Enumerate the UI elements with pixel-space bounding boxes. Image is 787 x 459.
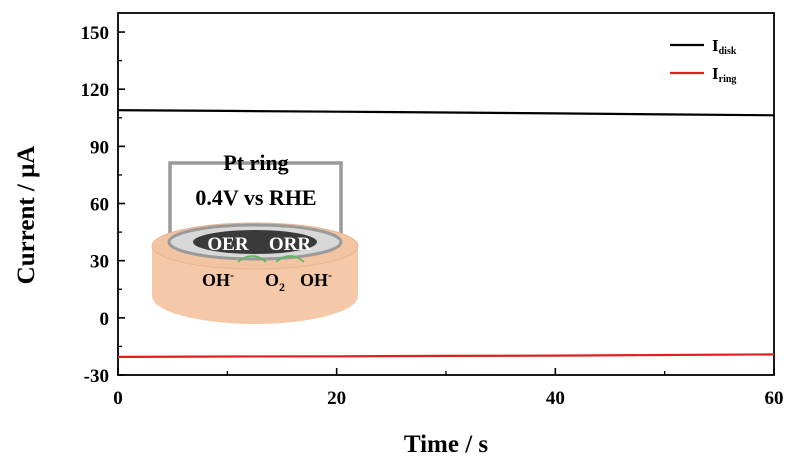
y-tick-label: 0 <box>100 309 110 330</box>
flow-arrow-left <box>237 255 267 263</box>
y-tick-label: 120 <box>81 80 110 101</box>
y-tick-label: 30 <box>90 252 109 273</box>
y-tick-label: 60 <box>90 195 109 216</box>
flow-arrow-right <box>275 255 305 263</box>
series-line-ring <box>117 353 775 358</box>
y-axis-label: Current / μA <box>13 146 40 285</box>
legend: Idisk Iring <box>670 36 737 85</box>
y-tick-label: -30 <box>84 366 109 387</box>
series-line-disk <box>117 109 775 117</box>
oer-label: OER <box>207 234 248 255</box>
x-tick-label: 0 <box>113 388 123 409</box>
label-bracket <box>168 161 343 243</box>
y-tick-label: 90 <box>90 137 109 158</box>
x-tick-label: 20 <box>327 388 346 409</box>
inset-electrode-schematic: Pt ring 0.4V vs RHE OER ORR OH- O2 OH- <box>151 150 359 324</box>
y-tick-label: 150 <box>81 23 110 44</box>
species-oh-left: OH- <box>202 268 234 290</box>
inset-label-line1: Pt ring <box>223 150 288 175</box>
legend-label-disk: Idisk <box>712 36 737 57</box>
series-layer <box>117 109 775 358</box>
orr-label: ORR <box>269 234 312 255</box>
disk-electrode <box>193 230 317 254</box>
x-tick-label: 60 <box>765 388 784 409</box>
legend-label-ring: Iring <box>712 64 736 85</box>
species-oh-right: OH- <box>300 268 332 290</box>
x-axis-label: Time / s <box>404 431 489 458</box>
x-axis: 0 20 40 60 <box>113 368 784 409</box>
x-tick-label: 40 <box>546 388 565 409</box>
inset-label-line2: 0.4V vs RHE <box>195 185 316 210</box>
species-o2: O2 <box>265 270 285 294</box>
y-axis: -30 0 30 60 90 120 150 <box>81 23 125 387</box>
